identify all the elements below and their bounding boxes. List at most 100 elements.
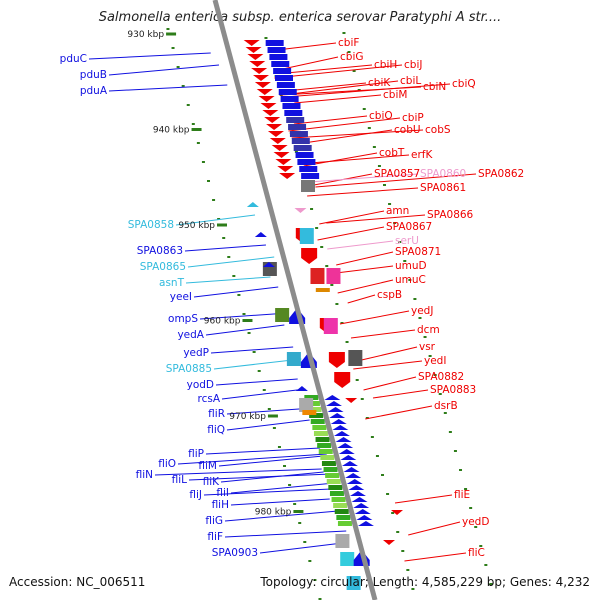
scale-tick-minor <box>398 241 402 243</box>
scale-labels: 930 kbp 940 kbp 950 kbp 960 kbp 970 kbp 980 k… <box>127 30 291 518</box>
label-leader-SPA0862 <box>315 173 477 188</box>
scale-tick-minor <box>212 199 216 201</box>
scale-tick-minor <box>347 51 351 53</box>
cds-block <box>334 509 349 514</box>
label-leader-fliK <box>220 471 324 483</box>
gene-block <box>340 552 355 566</box>
label-leader-SPA0866 <box>326 214 426 224</box>
gene-label-amn: amn <box>386 205 409 217</box>
forward-gene-arrow <box>345 473 362 478</box>
gene-label-cbiM: cbiM <box>383 89 407 101</box>
gene-block <box>348 350 363 366</box>
gene-label-vsr: vsr <box>419 341 436 353</box>
label-leader-SPA0885 <box>213 358 302 370</box>
cds-block <box>323 467 338 472</box>
gene-label-yedP: yedP <box>183 347 209 359</box>
gene-block <box>326 268 341 284</box>
scale-tick-minor <box>352 70 356 72</box>
gene-label-SPA0862: SPA0862 <box>478 168 524 180</box>
scale-tick-minor <box>242 313 246 315</box>
gene-label-dsrB: dsrB <box>434 400 458 412</box>
label-leader-yeeI <box>193 286 279 298</box>
gene-label-fliR: fliR <box>208 408 225 420</box>
label-leader-fliG <box>224 510 338 522</box>
scale-tick-minor <box>362 108 366 110</box>
forward-gene-arrow <box>353 503 370 508</box>
gene-block <box>299 228 314 244</box>
reverse-gene-arrow <box>266 124 283 130</box>
scale-tick-minor <box>377 165 381 167</box>
label-leader-SPA0863 <box>184 244 266 252</box>
scale-tick-minor <box>383 184 387 186</box>
cds-block <box>307 407 322 412</box>
scale-tick-minor <box>438 393 442 395</box>
scale-tick-minor <box>396 531 400 533</box>
reverse-gene-arrow <box>267 131 284 137</box>
label-leader-SPA0871 <box>336 251 394 266</box>
cds-block <box>331 497 346 502</box>
scale-tick-minor <box>277 446 281 448</box>
label-leader-fliE <box>394 494 453 504</box>
gene-label-serU: serU <box>395 235 419 247</box>
scale-tick-minor <box>357 89 361 91</box>
cds-block <box>286 117 305 123</box>
gene-label-SPA0860: SPA0860 <box>420 168 466 180</box>
reverse-gene-arrow <box>271 145 288 151</box>
reverse-gene-arrow <box>269 138 286 144</box>
cds-block <box>299 166 318 172</box>
forward-gene-arrow <box>332 425 349 430</box>
gene-label-asnT: asnT <box>159 277 185 289</box>
gene-label-fliG: fliG <box>205 515 223 527</box>
cds-block <box>325 473 340 478</box>
scale-tick-minor <box>406 569 410 571</box>
gene-label-cbiP: cbiP <box>402 112 424 124</box>
forward-gene-arrow <box>340 455 357 460</box>
gene-label-fliM: fliM <box>198 460 217 472</box>
gene-label-cbiG: cbiG <box>340 51 364 63</box>
scale-tick-minor <box>207 180 211 182</box>
label-leader-serU <box>327 240 394 250</box>
gene-label-fliJ: fliJ <box>189 489 202 501</box>
label-leader-SPA0882 <box>363 376 417 391</box>
forward-gene-arrow <box>325 401 342 406</box>
reverse-gene-arrow <box>262 110 279 116</box>
cds-block <box>265 40 284 46</box>
scale-tick-minor <box>381 474 385 476</box>
scale-tick-minor <box>469 507 473 509</box>
cds-block <box>278 89 297 95</box>
label-leader-pduC <box>88 52 211 60</box>
label-leader-yodD <box>215 378 298 386</box>
scale-tick-minor <box>345 341 349 343</box>
label-leader-fliJ <box>203 488 332 496</box>
label-leaders <box>88 42 477 562</box>
cds-block <box>320 455 335 460</box>
cds-block <box>317 443 332 448</box>
forward-gene-arrow <box>349 491 366 496</box>
gene-label-pduA: pduA <box>80 85 108 97</box>
gene-label-cbiL: cbiL <box>400 75 421 87</box>
gene-label-fliP: fliP <box>188 448 204 460</box>
cds-block <box>301 173 320 179</box>
forward-gene-arrow <box>327 407 344 412</box>
scale-tick-minor <box>342 32 346 34</box>
gene-label-cobT: cobT <box>379 147 405 159</box>
reverse-gene-arrow <box>334 372 351 388</box>
label-leader-cbiQ <box>285 83 451 98</box>
gene-label-cbiK: cbiK <box>368 77 391 89</box>
forward-gene-arrow <box>357 521 374 526</box>
cds-block <box>282 103 301 109</box>
label-leader-pduA <box>108 84 228 92</box>
scale-tick-minor <box>171 47 175 49</box>
gene-label-dcm: dcm <box>417 324 440 336</box>
scale-tick-minor <box>464 488 468 490</box>
gene-label-umuC: umuC <box>395 274 426 286</box>
gene-label-cbiF: cbiF <box>338 37 359 49</box>
label-leader-erfK <box>310 154 410 164</box>
cds-block <box>271 61 290 67</box>
gene-label-yedA: yedA <box>177 329 204 341</box>
gene-label-SPA0871: SPA0871 <box>395 246 441 258</box>
gene-label-yedD: yedD <box>462 516 489 528</box>
cds-block <box>333 503 348 508</box>
cds-block <box>291 138 310 144</box>
cds-block <box>337 521 352 526</box>
